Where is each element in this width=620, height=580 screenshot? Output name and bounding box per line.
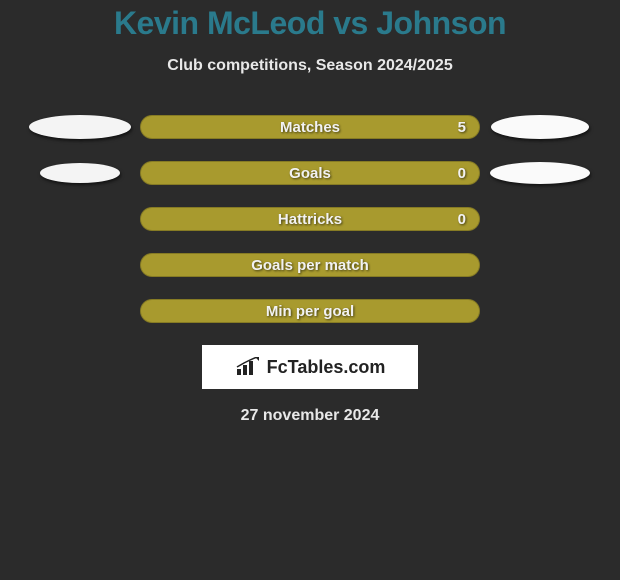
logo-box: FcTables.com [202, 345, 418, 389]
stat-row-goals-per-match: Goals per match [0, 253, 620, 277]
stat-value: 0 [458, 211, 466, 228]
stat-label: Goals [289, 165, 331, 182]
stat-label: Hattricks [278, 211, 342, 228]
left-ellipse [29, 115, 131, 139]
stat-label: Min per goal [266, 303, 354, 320]
stat-label: Matches [280, 119, 340, 136]
date-label: 27 november 2024 [0, 407, 620, 425]
stat-bar: Matches 5 [140, 115, 480, 139]
stats-rows: Matches 5 Goals 0 Hattricks 0 [0, 115, 620, 323]
left-side [20, 115, 140, 139]
right-ellipse [491, 115, 589, 139]
stat-label: Goals per match [251, 257, 369, 274]
stat-bar: Goals per match [140, 253, 480, 277]
stat-value: 0 [458, 165, 466, 182]
left-side [20, 163, 140, 183]
stats-comparison-container: Kevin McLeod vs Johnson Club competition… [0, 0, 620, 425]
stat-row-goals: Goals 0 [0, 161, 620, 185]
stat-bar: Min per goal [140, 299, 480, 323]
logo-rest: Tables.com [288, 357, 386, 377]
stat-row-min-per-goal: Min per goal [0, 299, 620, 323]
subtitle: Club competitions, Season 2024/2025 [0, 57, 620, 75]
right-ellipse [490, 162, 590, 184]
stat-bar: Hattricks 0 [140, 207, 480, 231]
page-title: Kevin McLeod vs Johnson [0, 5, 620, 42]
stat-row-matches: Matches 5 [0, 115, 620, 139]
chart-icon [235, 357, 261, 377]
left-ellipse [40, 163, 120, 183]
stat-bar: Goals 0 [140, 161, 480, 185]
right-side [480, 115, 600, 139]
stat-value: 5 [458, 119, 466, 136]
right-side [480, 162, 600, 184]
logo-text: FcTables.com [267, 357, 386, 378]
logo-fc: Fc [267, 357, 288, 377]
stat-row-hattricks: Hattricks 0 [0, 207, 620, 231]
